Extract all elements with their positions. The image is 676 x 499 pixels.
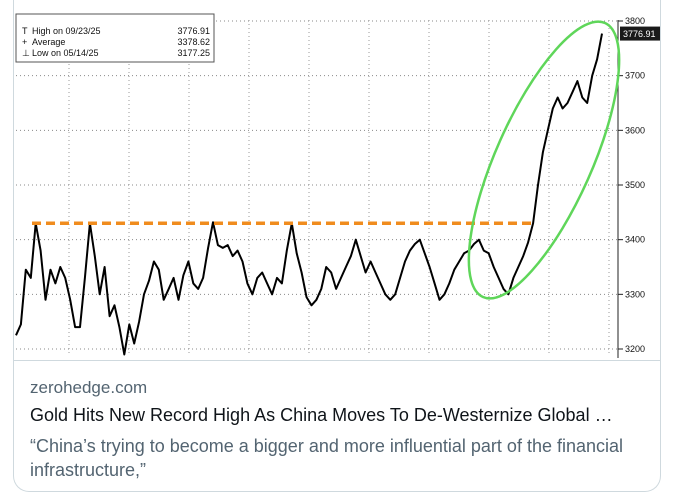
y-tick-label: 3400	[625, 235, 645, 245]
legend-marker: T	[22, 26, 28, 36]
legend-box	[15, 13, 215, 63]
gold-price-chart: 3800 3700 3600 3500 3400 3300 3200 3776.91 T High…	[14, 0, 660, 361]
breakout-ellipse	[467, 20, 621, 300]
gold-price-line	[15, 33, 603, 356]
last-value-label: 3776.91	[623, 29, 656, 39]
legend-marker: +	[22, 37, 27, 47]
legend-label: High on 09/23/25	[32, 26, 101, 36]
link-preview-card[interactable]: 3800 3700 3600 3500 3400 3300 3200 3776.91 T High…	[13, 0, 661, 492]
legend-value: 3776.91	[177, 26, 210, 36]
y-tick-label: 3800	[625, 16, 645, 26]
legend-marker: ⊥	[22, 48, 30, 58]
chart-svg: 3800 3700 3600 3500 3400 3300 3200 3776.91 T High…	[15, 13, 660, 358]
y-tick-label: 3700	[625, 71, 645, 81]
y-tick-label: 3200	[625, 344, 645, 354]
legend-label: Low on 05/14/25	[32, 48, 99, 58]
card-description: “China’s trying to become a bigger and m…	[30, 436, 624, 480]
legend-label: Average	[32, 37, 65, 47]
y-tick-label: 3600	[625, 125, 645, 135]
card-domain: zerohedge.com	[30, 378, 148, 397]
y-tick-label: 3300	[625, 289, 645, 299]
legend-value: 3378.62	[177, 37, 210, 47]
card-title[interactable]: Gold Hits New Record High As China Moves…	[30, 405, 613, 425]
legend-value: 3177.25	[177, 48, 210, 58]
y-tick-label: 3500	[625, 180, 645, 190]
last-value-box	[620, 26, 660, 41]
